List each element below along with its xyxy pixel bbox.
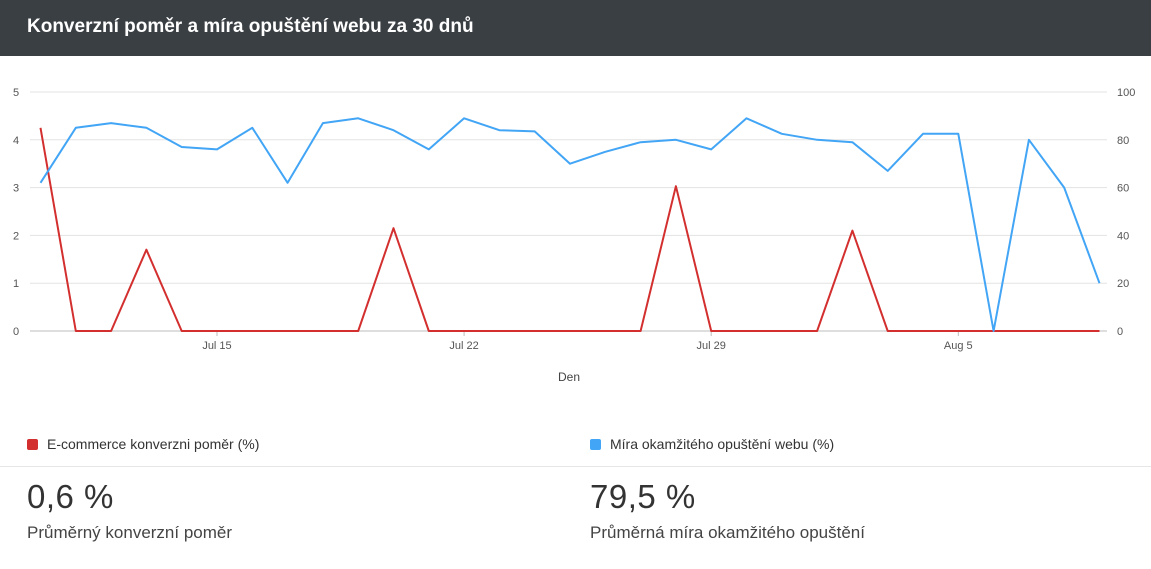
right-tick-label: 0 bbox=[1117, 326, 1123, 338]
kpi-label-conversion: Průměrný konverzní poměr bbox=[27, 523, 233, 542]
left-tick-label: 5 bbox=[13, 87, 19, 99]
legend-label-conversion: E-commerce konverzni poměr (%) bbox=[47, 436, 260, 452]
right-y-axis: 0 20 40 60 80 100 bbox=[1117, 87, 1135, 338]
left-tick-label: 1 bbox=[13, 278, 19, 290]
right-tick-label: 60 bbox=[1117, 183, 1129, 195]
dual-axis-line-chart: 0 1 2 3 4 5 0 20 40 60 80 100 Jul 15 Jul 22 Jul 29 Au… bbox=[13, 87, 1135, 384]
legend-item-conversion[interactable]: E-commerce konverzni poměr (%) bbox=[27, 434, 259, 454]
divider bbox=[0, 466, 1151, 467]
x-tick-label: Aug 5 bbox=[944, 340, 973, 352]
x-tick-label: Jul 15 bbox=[202, 340, 231, 352]
right-tick-label: 100 bbox=[1117, 87, 1135, 99]
left-tick-label: 0 bbox=[13, 326, 19, 338]
x-axis-label: Den bbox=[558, 370, 580, 384]
widget-title: Konverzní poměr a míra opuštění webu za … bbox=[27, 16, 474, 37]
right-tick-label: 20 bbox=[1117, 278, 1129, 290]
left-tick-label: 3 bbox=[13, 183, 19, 195]
chart-series bbox=[39, 117, 1101, 332]
legend-item-bounce[interactable]: Míra okamžitého opuštění webu (%) bbox=[590, 434, 834, 454]
right-tick-label: 80 bbox=[1117, 135, 1129, 147]
kpi-value-bounce: 79,5 % bbox=[590, 478, 696, 515]
series-line-bounce bbox=[39, 117, 1101, 332]
x-tick-label: Jul 22 bbox=[449, 340, 478, 352]
x-tick-label: Jul 29 bbox=[697, 340, 726, 352]
legend-swatch-blue bbox=[590, 438, 601, 450]
left-tick-label: 4 bbox=[13, 135, 19, 147]
right-tick-label: 40 bbox=[1117, 230, 1129, 242]
kpi-value-conversion: 0,6 % bbox=[27, 478, 114, 515]
kpi-label-bounce: Průměrná míra okamžitého opuštění bbox=[590, 523, 865, 542]
series-line-conversion bbox=[39, 127, 1100, 332]
widget-header: Konverzní poměr a míra opuštění webu za … bbox=[0, 0, 1151, 56]
x-axis: Jul 15 Jul 22 Jul 29 Aug 5 bbox=[202, 331, 973, 352]
legend-label-bounce: Míra okamžitého opuštění webu (%) bbox=[610, 436, 835, 452]
left-tick-label: 2 bbox=[13, 230, 19, 242]
left-y-axis: 0 1 2 3 4 5 bbox=[13, 87, 19, 338]
chart-gridlines bbox=[30, 91, 1107, 332]
legend-swatch-red bbox=[27, 438, 38, 450]
